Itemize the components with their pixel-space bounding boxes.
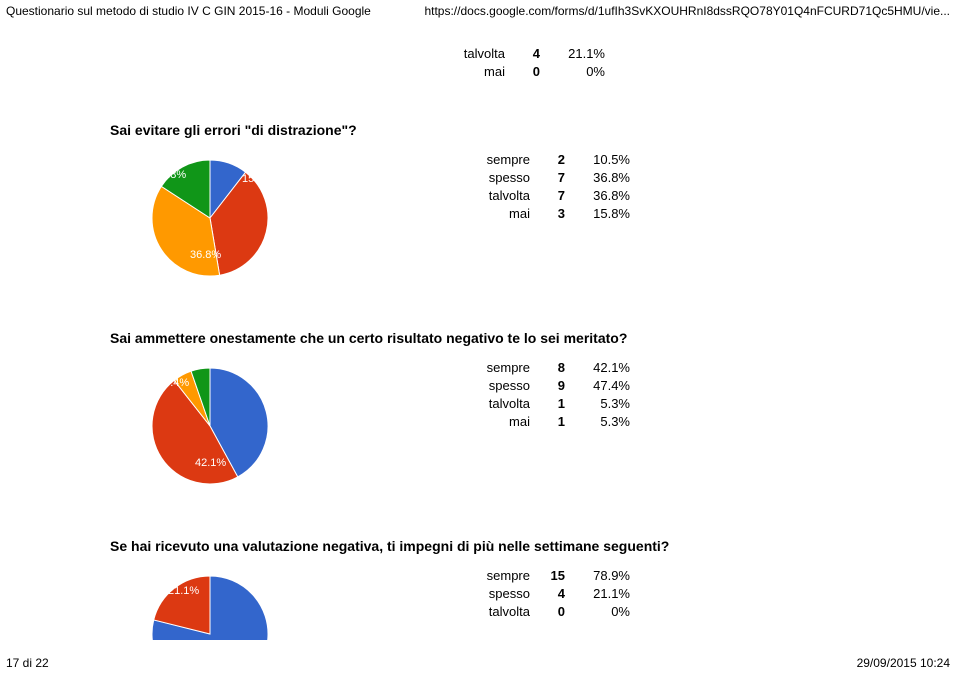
pie-label: 36.8% <box>190 249 221 261</box>
pie-chart-1: 15.8% 36.8% 36.8% <box>110 148 340 288</box>
answer-table-3: sempre1578.9%spesso421.1%talvolta00% <box>470 564 630 620</box>
row-pct: 21.1% <box>550 46 605 61</box>
table-row: sempre842.1% <box>470 358 630 376</box>
table-row: spesso421.1% <box>470 584 630 602</box>
row-label: talvolta <box>470 604 540 619</box>
row-pct: 42.1% <box>575 360 630 375</box>
top-table: talvolta 4 21.1% mai 0 0% <box>445 44 960 80</box>
pie-label: 15.8% <box>242 173 273 185</box>
content: talvolta 4 21.1% mai 0 0% Sai evitare gl… <box>0 24 960 640</box>
table-row: talvolta 4 21.1% <box>445 44 960 62</box>
table-row: talvolta736.8% <box>470 186 630 204</box>
row-count: 8 <box>540 360 575 375</box>
row-pct: 0% <box>550 64 605 79</box>
pie-chart-2: 47.4% 42.1% <box>110 356 340 496</box>
row-count: 4 <box>515 46 550 61</box>
row-pct: 5.3% <box>575 414 630 429</box>
row-count: 0 <box>515 64 550 79</box>
pie-label: 21.1% <box>168 585 199 597</box>
answer-table-1: sempre210.5%spesso736.8%talvolta736.8%ma… <box>470 148 630 222</box>
question-title-3: Se hai ricevuto una valutazione negativa… <box>110 538 960 554</box>
row-label: talvolta <box>470 188 540 203</box>
pie-chart-3: 21.1% <box>110 564 340 640</box>
table-row: sempre1578.9% <box>470 566 630 584</box>
row-pct: 47.4% <box>575 378 630 393</box>
table-row: sempre210.5% <box>470 150 630 168</box>
row-label: talvolta <box>470 396 540 411</box>
row-pct: 10.5% <box>575 152 630 167</box>
row-pct: 36.8% <box>575 170 630 185</box>
row-pct: 15.8% <box>575 206 630 221</box>
page-header: Questionario sul metodo di studio IV C G… <box>0 0 960 24</box>
table-row: talvolta00% <box>470 602 630 620</box>
row-label: mai <box>470 414 540 429</box>
pie-label: 42.1% <box>195 457 226 469</box>
table-row: mai 0 0% <box>445 62 960 80</box>
row-pct: 36.8% <box>575 188 630 203</box>
row-count: 3 <box>540 206 575 221</box>
question-title-1: Sai evitare gli errori "di distrazione"? <box>110 122 960 138</box>
row-label: spesso <box>470 378 540 393</box>
question-block-3: 21.1% sempre1578.9%spesso421.1%talvolta0… <box>110 564 960 640</box>
question-title-2: Sai ammettere onestamente che un certo r… <box>110 330 960 346</box>
page: Questionario sul metodo di studio IV C G… <box>0 0 960 674</box>
footer-right: 29/09/2015 10:24 <box>857 656 950 670</box>
page-footer: 17 di 22 29/09/2015 10:24 <box>6 656 950 670</box>
table-row: spesso736.8% <box>470 168 630 186</box>
row-pct: 21.1% <box>575 586 630 601</box>
row-label: sempre <box>470 152 540 167</box>
row-count: 4 <box>540 586 575 601</box>
row-count: 2 <box>540 152 575 167</box>
row-pct: 0% <box>575 604 630 619</box>
footer-left: 17 di 22 <box>6 656 49 670</box>
pie-label: 47.4% <box>158 377 189 389</box>
row-count: 9 <box>540 378 575 393</box>
table-row: talvolta15.3% <box>470 394 630 412</box>
row-label: spesso <box>470 170 540 185</box>
row-label: mai <box>470 206 540 221</box>
row-label: mai <box>445 64 515 79</box>
row-count: 1 <box>540 414 575 429</box>
answer-table-2: sempre842.1%spesso947.4%talvolta15.3%mai… <box>470 356 630 430</box>
row-count: 15 <box>540 568 575 583</box>
table-row: mai15.3% <box>470 412 630 430</box>
row-pct: 78.9% <box>575 568 630 583</box>
table-row: spesso947.4% <box>470 376 630 394</box>
row-count: 1 <box>540 396 575 411</box>
table-row: mai315.8% <box>470 204 630 222</box>
header-right: https://docs.google.com/forms/d/1ufIh3Sv… <box>424 4 950 18</box>
header-left: Questionario sul metodo di studio IV C G… <box>6 4 371 18</box>
row-pct: 5.3% <box>575 396 630 411</box>
question-block-2: 47.4%42.1% sempre842.1%spesso947.4%talvo… <box>110 356 960 496</box>
row-count: 0 <box>540 604 575 619</box>
row-label: sempre <box>470 568 540 583</box>
row-label: spesso <box>470 586 540 601</box>
row-count: 7 <box>540 170 575 185</box>
question-block-1: 15.8%36.8%36.8% sempre210.5%spesso736.8%… <box>110 148 960 288</box>
row-count: 7 <box>540 188 575 203</box>
row-label: sempre <box>470 360 540 375</box>
row-label: talvolta <box>445 46 515 61</box>
pie-label: 36.8% <box>155 169 186 181</box>
